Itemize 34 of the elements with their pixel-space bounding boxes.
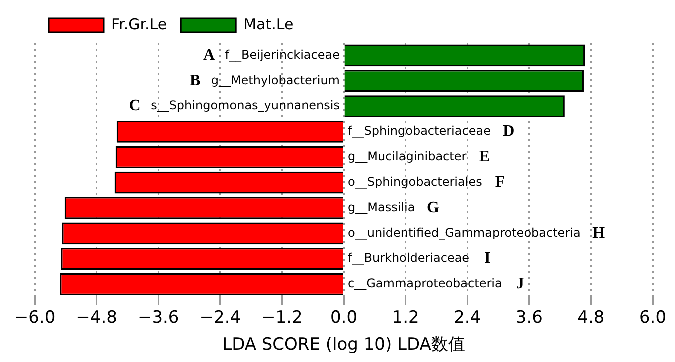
x-tick-label: 3.6 bbox=[516, 308, 543, 328]
y-tick-label: f__Burkholderiaceae bbox=[348, 251, 470, 266]
x-axis-title: LDA SCORE (log 10) LDA数值 bbox=[222, 335, 466, 356]
annotation: I bbox=[484, 250, 491, 268]
x-tick-label: −3.6 bbox=[138, 308, 180, 328]
x-tick-label: 4.8 bbox=[578, 308, 605, 328]
annotation: G bbox=[426, 199, 440, 216]
y-tick-label: o__Sphingobacteriales bbox=[348, 174, 482, 189]
x-tick-label: 6.0 bbox=[639, 308, 667, 328]
x-tick-label: −6.0 bbox=[14, 308, 56, 328]
y-tick-label: c__Gammaproteobacteria bbox=[348, 276, 502, 291]
y-tick-label: g__Methylobacterium bbox=[211, 73, 340, 88]
y-tick-label: g__Mucilaginibacter bbox=[348, 150, 467, 164]
x-tick-label: 0.0 bbox=[330, 308, 358, 328]
annotation: H bbox=[592, 224, 606, 242]
y-tick-label: g__Massilia bbox=[348, 200, 416, 214]
x-tick-label: −4.8 bbox=[76, 308, 118, 328]
x-tick-label: 2.4 bbox=[454, 308, 482, 328]
annotation: J bbox=[516, 276, 524, 293]
y-tick-label: s__Sphingomonas_yunnanensis bbox=[151, 98, 340, 113]
y-tick-label: f__Sphingobacteriaceae bbox=[348, 124, 491, 138]
annotation: B bbox=[190, 72, 202, 90]
annotation: F bbox=[495, 174, 506, 191]
x-tick-label: 1.2 bbox=[392, 308, 420, 328]
y-tick-label: o__unidentified_Gammaproteobacteria bbox=[348, 226, 581, 240]
legend-label: Fr.Gr.Le bbox=[112, 15, 168, 34]
annotation: E bbox=[479, 148, 490, 166]
x-tick-label: −1.2 bbox=[262, 308, 303, 328]
x-tick-label: −2.4 bbox=[200, 308, 242, 328]
y-tick-label: f__Beijerinckiaceae bbox=[225, 48, 340, 62]
legend-label: Mat.Le bbox=[244, 15, 294, 34]
annotation: D bbox=[503, 123, 515, 140]
annotation: A bbox=[204, 46, 216, 64]
annotation: C bbox=[129, 98, 141, 115]
